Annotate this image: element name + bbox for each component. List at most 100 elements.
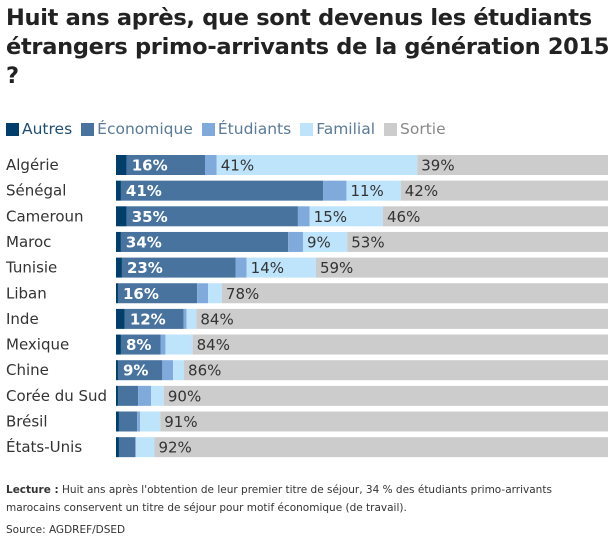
category-label: Brésil (6, 413, 48, 431)
category-label: Algérie (6, 156, 59, 174)
bar-segment-économique (117, 283, 198, 304)
bar-segment-familial (302, 231, 348, 252)
bar-segment-familial (140, 411, 161, 432)
legend: Autres Économique Étudiants Familial Sortie (6, 120, 446, 138)
bar-segment-sortie (184, 360, 609, 381)
data-label: 42% (405, 182, 438, 200)
bar-segment-étudiants (205, 155, 217, 175)
data-label: 90% (168, 387, 201, 405)
data-label: 53% (351, 233, 384, 251)
bar-segment-économique (126, 206, 298, 227)
bar-segment-étudiants (137, 411, 141, 432)
bar-segment-sortie (196, 308, 609, 329)
category-label: Cameroun (6, 207, 84, 225)
bar-segment-sortie (315, 257, 608, 278)
data-label: 92% (158, 439, 191, 457)
data-label: 14% (251, 259, 284, 277)
bar-segment-économique (124, 308, 184, 329)
bar-segment-autres (116, 411, 119, 432)
bar-segment-économique (118, 411, 138, 432)
data-label: 15% (314, 208, 347, 226)
category-label: Liban (6, 284, 47, 302)
data-label: 16% (123, 285, 159, 303)
data-label: 35% (132, 208, 168, 226)
bar-segment-économique (117, 385, 139, 406)
source: Source: AGDREF/DSED (6, 524, 126, 536)
bar-segment-autres (116, 437, 119, 458)
bar-segment-étudiants (197, 283, 209, 304)
category-label: Inde (6, 310, 39, 328)
data-label: 41% (126, 182, 162, 200)
legend-item: Sortie (384, 120, 446, 138)
data-label: 41% (221, 157, 254, 175)
legend-label: Étudiants (217, 120, 292, 138)
data-label: 84% (197, 336, 230, 354)
bar-segment-sortie (347, 231, 608, 252)
legend-item: Économique (81, 120, 193, 138)
category-label: Sénégal (6, 182, 66, 200)
legend-swatch (6, 122, 19, 136)
category-label: Mexique (6, 336, 69, 354)
bar-segment-autres (116, 360, 118, 381)
data-label: 9% (307, 233, 331, 251)
data-label: 91% (164, 413, 197, 431)
bar-segment-autres (116, 155, 127, 175)
category-label: Corée du Sud (6, 387, 107, 405)
bar-segment-familial (136, 437, 155, 458)
data-label: 59% (320, 259, 353, 277)
note-lead: Lecture : (6, 484, 59, 496)
bar-segment-sortie (400, 180, 608, 201)
legend-label: Sortie (400, 120, 446, 138)
bar-segment-sortie (221, 283, 609, 304)
data-label: 46% (387, 208, 420, 226)
bar-segment-autres (116, 206, 127, 227)
legend-swatch (201, 122, 215, 136)
bar-segment-autres (116, 283, 118, 304)
bar-segment-sortie (417, 155, 608, 175)
data-label: 23% (127, 259, 163, 277)
bar-segment-autres (116, 308, 125, 329)
bar-segment-familial (246, 257, 316, 278)
data-label: 84% (200, 310, 233, 328)
legend-swatch (81, 122, 95, 136)
bar-segment-étudiants (162, 360, 174, 381)
data-label: 34% (126, 233, 162, 251)
bar-segment-étudiants (138, 385, 152, 406)
category-label: Maroc (6, 233, 51, 251)
legend-label: Autres (22, 120, 73, 138)
legend-label: Familial (316, 120, 376, 138)
bar-segment-familial (186, 308, 197, 329)
legend-swatch (300, 122, 314, 136)
bar-segment-économique (118, 437, 136, 458)
chart-title: Huit ans après, que sont devenus les étu… (6, 5, 610, 89)
legend-label: Économique (97, 120, 193, 138)
data-label: 86% (188, 362, 221, 380)
data-label: 8% (126, 336, 151, 354)
bar-segment-sortie (383, 206, 608, 227)
bar-segment-familial (346, 180, 401, 201)
bar-segment-économique (117, 360, 163, 381)
bar-segment-sortie (160, 411, 608, 432)
legend-item: Autres (6, 120, 72, 138)
bar-segment-familial (173, 360, 185, 381)
bar-segment-autres (116, 385, 118, 406)
category-label: Chine (6, 361, 49, 379)
bar-segment-étudiants (288, 231, 303, 252)
bar-segment-familial (309, 206, 384, 227)
bar-segment-étudiants (135, 437, 137, 458)
bar-segment-sortie (192, 334, 608, 355)
stacked-bar-chart: Algérie 16% 41% 39% Sénégal 41% 11% 42% Cameroun… (5, 155, 609, 458)
category-label: États-Unis (6, 437, 82, 456)
bar-segment-familial (216, 155, 418, 175)
bar-segment-économique (120, 231, 289, 252)
bar-segment-autres (116, 180, 121, 201)
reading-note: Lecture : Huit ans après l'obtention de … (6, 481, 606, 517)
bar-segment-familial (208, 283, 222, 304)
bar-segment-familial (151, 385, 164, 406)
data-label: 12% (130, 310, 166, 328)
bar-segment-autres (116, 231, 121, 252)
data-label: 39% (421, 157, 454, 175)
bar-segment-sortie (154, 437, 608, 458)
bar-segment-économique (120, 334, 161, 355)
bar-segment-autres (116, 257, 122, 278)
